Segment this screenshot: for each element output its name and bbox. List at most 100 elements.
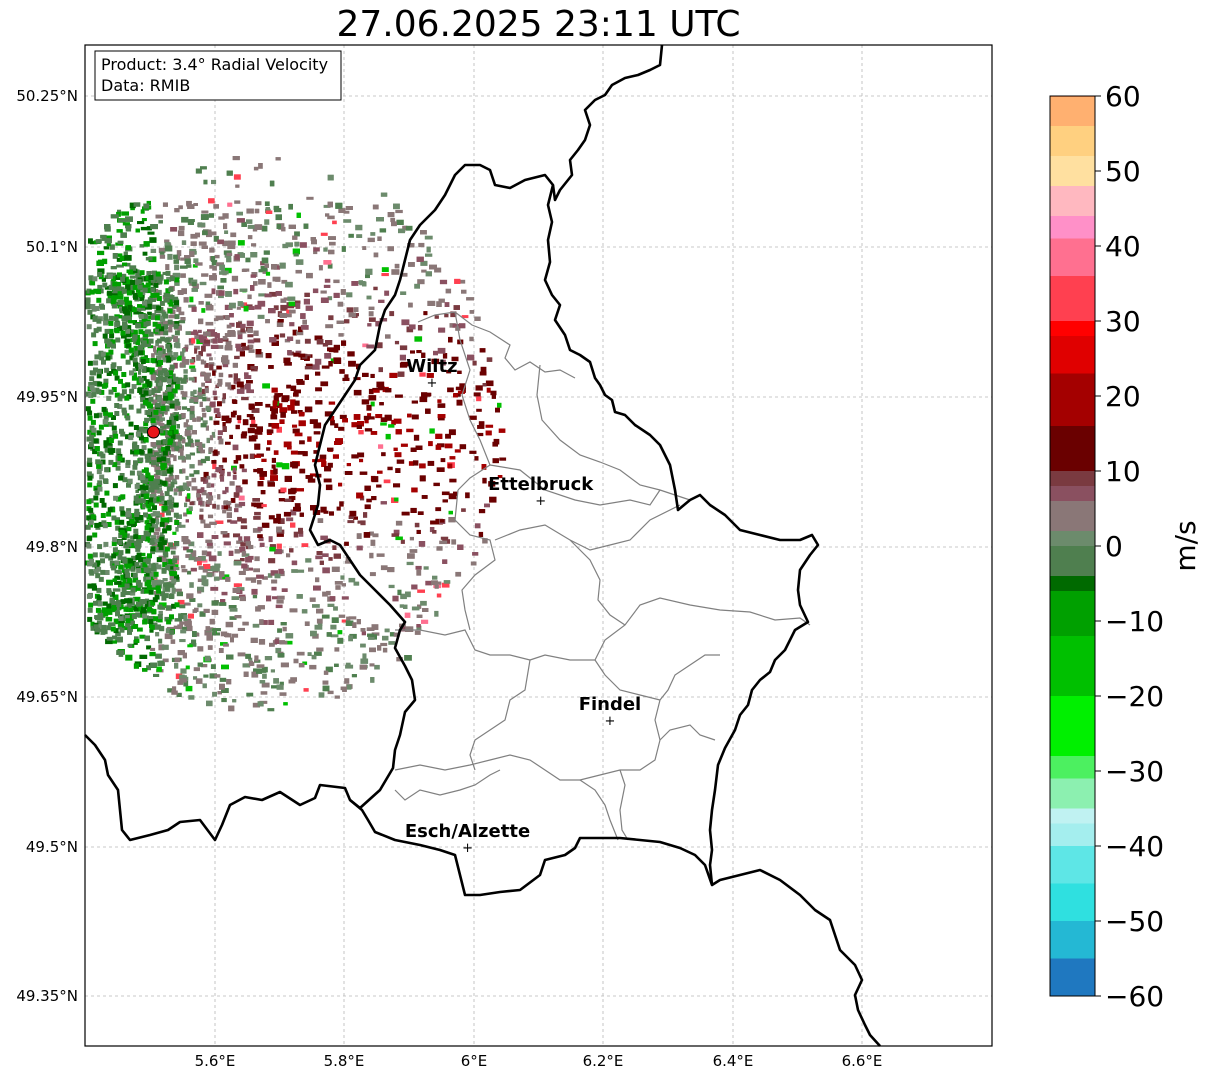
radar-echo-pixel [408, 302, 413, 308]
radar-echo-pixel [252, 623, 260, 628]
radar-echo-pixel [118, 550, 124, 556]
radar-echo-pixel [144, 467, 149, 473]
radar-echo-pixel [205, 406, 212, 411]
radar-echo-pixel [177, 680, 184, 685]
radar-echo-pixel [138, 313, 144, 319]
radar-echo-pixel [156, 482, 162, 488]
radar-echo-pixel [157, 396, 162, 402]
radar-echo-pixel [177, 406, 181, 410]
radar-echo-pixel [446, 370, 452, 374]
radar-echo-pixel [155, 653, 162, 659]
radar-echo-pixel [227, 244, 236, 250]
radar-echo-pixel [145, 556, 151, 562]
radar-echo-pixel [125, 316, 132, 323]
lon-tick-label: 5.6°E [195, 1052, 236, 1070]
radar-echo-pixel [167, 253, 173, 260]
radar-echo-pixel [138, 449, 144, 455]
radar-echo-pixel [203, 478, 209, 484]
radar-echo-pixel [102, 333, 108, 339]
radar-echo-pixel [169, 417, 175, 423]
radar-echo-pixel [174, 314, 180, 320]
radar-echo-pixel [134, 351, 139, 357]
radar-echo-pixel [165, 477, 171, 483]
radar-echo-pixel [266, 447, 271, 451]
radar-echo-pixel [439, 519, 445, 523]
radar-echo-pixel [302, 319, 307, 325]
radar-echo-pixel [178, 225, 185, 231]
radar-echo-pixel [290, 399, 296, 406]
radar-echo-pixel [254, 443, 261, 450]
radar-echo-pixel [119, 255, 125, 261]
radar-echo-pixel [165, 460, 171, 466]
radar-echo-pixel [466, 297, 474, 301]
radar-echo-pixel [86, 543, 92, 549]
radar-echo-pixel [126, 325, 132, 331]
radar-echo-pixel [461, 315, 469, 319]
radar-echo-pixel [218, 372, 224, 378]
radar-echo-pixel [183, 680, 189, 687]
radar-echo-pixel [157, 617, 163, 623]
radar-echo-pixel [122, 410, 128, 416]
radar-echo-pixel [165, 445, 171, 451]
radar-echo-pixel [150, 357, 156, 363]
radar-echo-pixel [173, 455, 177, 462]
radar-echo-pixel [148, 275, 154, 280]
radar-echo-pixel [356, 492, 364, 499]
radar-echo-pixel [425, 408, 431, 414]
radar-echo-pixel [250, 637, 258, 643]
radar-echo-pixel [160, 425, 165, 428]
radar-echo-pixel [124, 615, 130, 620]
radar-echo-pixel [360, 643, 366, 648]
radar-echo-pixel [391, 533, 400, 537]
radar-echo-pixel [272, 596, 278, 600]
radar-echo-pixel [192, 283, 199, 289]
radar-echo-pixel [148, 338, 154, 344]
radar-echo-pixel [265, 271, 271, 276]
radar-echo-pixel [100, 351, 106, 357]
radar-echo-pixel [459, 323, 466, 329]
radar-echo-pixel [203, 523, 211, 528]
radar-echo-pixel [186, 593, 194, 599]
radar-echo-pixel [184, 502, 188, 508]
radar-echo-pixel [148, 589, 154, 595]
radar-echo-pixel [351, 422, 359, 428]
radar-echo-pixel [136, 381, 142, 386]
radar-echo-pixel [117, 456, 123, 461]
radar-echo-pixel [258, 163, 263, 169]
radar-echo-pixel [118, 564, 124, 570]
radar-echo-pixel [302, 451, 308, 457]
radar-echo-pixel [125, 359, 131, 365]
radar-echo-pixel [218, 438, 224, 445]
radar-echo-pixel [120, 599, 126, 605]
radar-echo-pixel [153, 409, 159, 415]
radar-echo-pixel [258, 279, 266, 285]
radar-echo-pixel [134, 449, 140, 455]
radar-echo-pixel [194, 439, 200, 444]
radar-echo-pixel [239, 464, 245, 469]
radar-echo-pixel [380, 501, 387, 505]
radar-echo-pixel [137, 627, 143, 632]
radar-echo-pixel [233, 288, 239, 295]
radar-echo-pixel [118, 219, 126, 223]
radar-echo-pixel [124, 583, 130, 589]
radar-echo-pixel [155, 585, 161, 591]
radar-echo-pixel [159, 402, 163, 407]
radar-echo-pixel [120, 510, 126, 516]
radar-echo-pixel [254, 402, 263, 406]
radar-echo-pixel [274, 334, 279, 340]
radar-echo-pixel [409, 536, 414, 541]
radar-echo-pixel [116, 636, 123, 643]
radar-echo-pixel [241, 221, 247, 227]
radar-echo-pixel [271, 586, 277, 591]
radar-echo-pixel [111, 553, 117, 559]
radar-echo-pixel [221, 698, 227, 703]
radar-echo-pixel [86, 288, 92, 294]
radar-echo-pixel [164, 521, 168, 528]
radar-echo-pixel [287, 350, 292, 356]
radar-echo-pixel [291, 560, 298, 566]
radar-echo-pixel [277, 319, 284, 323]
radar-echo-pixel [174, 384, 180, 390]
radar-echo-pixel [86, 515, 92, 521]
radar-echo-pixel [183, 369, 188, 374]
radar-echo-pixel [269, 546, 276, 552]
